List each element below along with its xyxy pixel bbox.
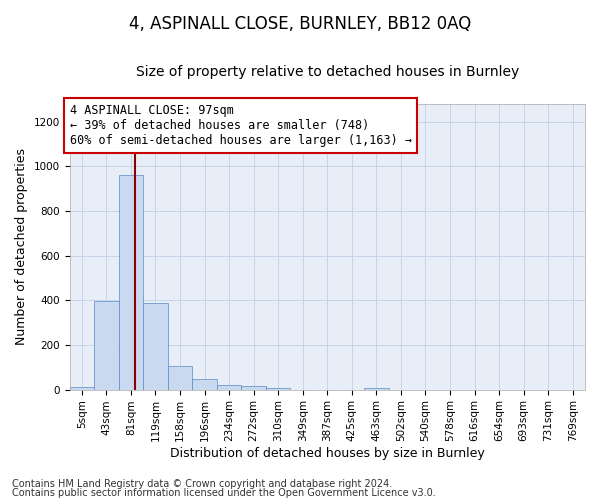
Title: Size of property relative to detached houses in Burnley: Size of property relative to detached ho…	[136, 65, 519, 79]
Text: 4 ASPINALL CLOSE: 97sqm
← 39% of detached houses are smaller (748)
60% of semi-d: 4 ASPINALL CLOSE: 97sqm ← 39% of detache…	[70, 104, 412, 147]
Bar	[192, 379, 217, 390]
Bar	[217, 385, 241, 390]
Bar	[70, 388, 94, 390]
Bar	[364, 388, 389, 390]
Bar	[266, 388, 290, 390]
Y-axis label: Number of detached properties: Number of detached properties	[15, 148, 28, 345]
Text: 4, ASPINALL CLOSE, BURNLEY, BB12 0AQ: 4, ASPINALL CLOSE, BURNLEY, BB12 0AQ	[129, 15, 471, 33]
Bar	[168, 366, 192, 390]
Bar	[143, 302, 168, 390]
X-axis label: Distribution of detached houses by size in Burnley: Distribution of detached houses by size …	[170, 447, 485, 460]
Bar	[119, 175, 143, 390]
Bar	[241, 386, 266, 390]
Bar	[94, 302, 119, 390]
Text: Contains HM Land Registry data © Crown copyright and database right 2024.: Contains HM Land Registry data © Crown c…	[12, 479, 392, 489]
Text: Contains public sector information licensed under the Open Government Licence v3: Contains public sector information licen…	[12, 488, 436, 498]
